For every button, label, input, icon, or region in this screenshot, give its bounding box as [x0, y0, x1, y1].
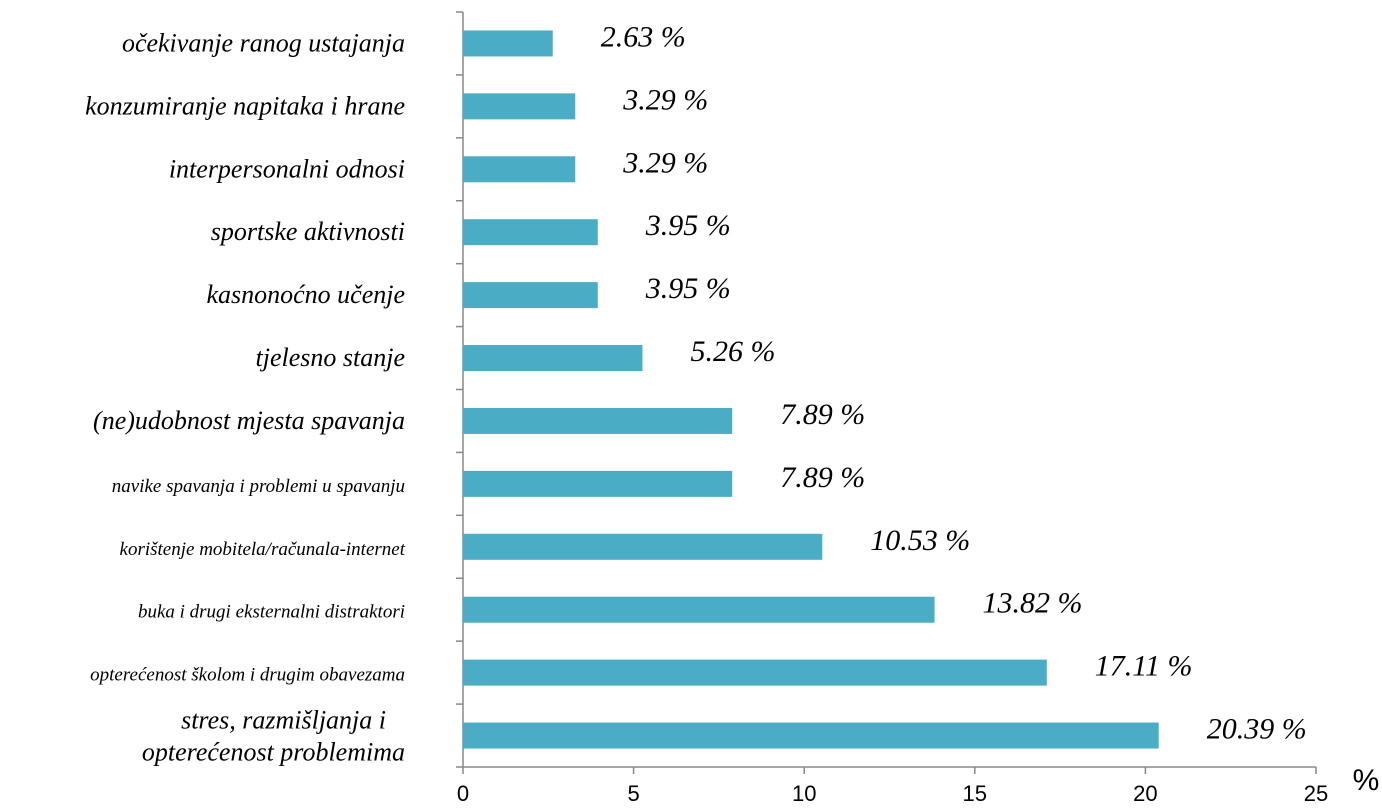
x-tick-label: 0 [457, 781, 469, 806]
x-tick-label: 25 [1304, 781, 1328, 806]
bar [463, 470, 733, 497]
value-label: 17.11 % [1095, 650, 1193, 683]
value-label: 10.53 % [870, 524, 970, 557]
value-label: 20.39 % [1207, 713, 1307, 746]
category-label: opterećenost školom i drugim obavezama [90, 665, 405, 686]
bar [463, 596, 935, 623]
bar [463, 93, 576, 120]
category-label: konzumiranje napitaka i hrane [85, 91, 405, 120]
category-label: (ne)udobnost mjesta spavanja [93, 406, 405, 435]
bar [463, 659, 1047, 686]
bar [463, 345, 643, 372]
value-label: 3.29 % [622, 146, 708, 179]
x-tick-label: 10 [792, 781, 816, 806]
category-label: navike spavanja i problemi u spavanju [112, 476, 405, 497]
x-tick-label: 15 [963, 781, 987, 806]
bar [463, 30, 553, 57]
category-label: buka i drugi eksternalni distraktori [138, 602, 405, 623]
value-label: 3.29 % [622, 83, 708, 116]
bar [463, 282, 598, 309]
bar [463, 407, 733, 434]
category-label: kasnonoćno učenje [206, 280, 405, 309]
x-tick-label: 5 [627, 781, 639, 806]
x-tick-label: 20 [1133, 781, 1157, 806]
value-label: 13.82 % [983, 587, 1083, 620]
bar [463, 219, 598, 246]
value-label: 7.89 % [780, 461, 865, 494]
bar [463, 156, 576, 183]
value-label: 7.89 % [780, 398, 865, 431]
category-label: interpersonalni odnosi [169, 154, 405, 183]
x-axis-label: % [1353, 764, 1380, 797]
category-label: sportske aktivnosti [211, 217, 405, 246]
value-label: 2.63 % [601, 20, 686, 53]
category-label: tjelesno stanje [256, 343, 405, 372]
value-label: 3.95 % [645, 209, 731, 242]
category-label: korištenje mobitela/računala-internet [120, 539, 406, 560]
category-label: očekivanje ranog ustajanja [122, 28, 405, 57]
category-label: stres, razmišljanja i opterećenost proble… [142, 706, 405, 767]
value-label: 3.95 % [645, 272, 731, 305]
bar [463, 533, 823, 560]
bar [463, 722, 1159, 749]
value-label: 5.26 % [690, 335, 775, 368]
